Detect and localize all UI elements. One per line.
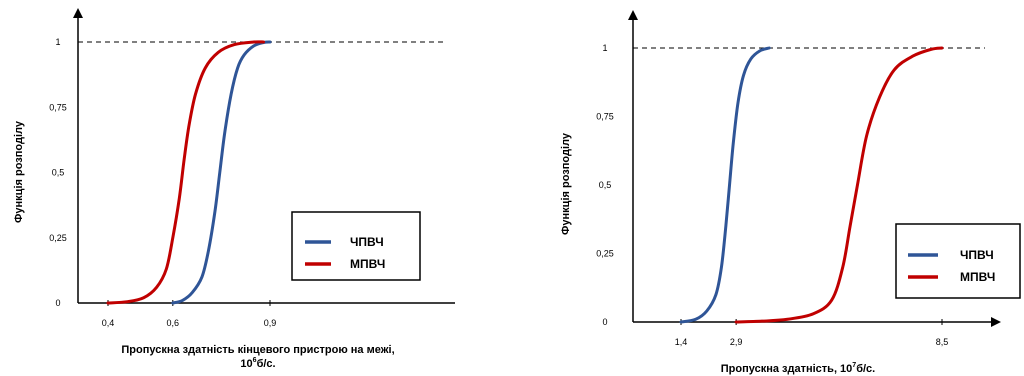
x-axis-arrow — [991, 317, 1001, 327]
legend: ЧПВЧ МПВЧ — [895, 223, 1021, 299]
x-tick-label: 1,4 — [675, 337, 688, 347]
y-tick-label: 0,5 — [52, 168, 65, 178]
x-tick-label: 0,4 — [102, 318, 115, 328]
legend-box — [895, 223, 1021, 299]
x-axis-label-exponent: 6 — [253, 357, 257, 364]
x-axis-label-base: 10 — [240, 358, 252, 370]
legend-box — [291, 211, 421, 281]
y-tick-label: 1 — [602, 43, 607, 53]
x-axis-label: Пропускна здатність, 107б/с. — [721, 362, 875, 375]
chart-left-svg: 0 0,25 0,5 0,75 1 0,4 0,6 0,9 Функція розподіл… — [13, 8, 455, 370]
series-line-chpvch — [679, 46, 771, 324]
x-tick-label: 2,9 — [730, 337, 743, 347]
chart-right-svg: 0 0,25 0,5 0,75 1 1,4 2,9 8,5 Функція розподіл… — [560, 10, 1021, 375]
x-tick-label: 8,5 — [936, 337, 949, 347]
y-tick-label: 0,25 — [49, 233, 67, 243]
x-tick-label: 0,9 — [264, 318, 277, 328]
x-axis-label-exponent: 7 — [852, 362, 856, 369]
y-tick-label: 0,25 — [596, 249, 614, 259]
y-tick-label: 1 — [55, 37, 60, 47]
chart-right: 0 0,25 0,5 0,75 1 1,4 2,9 8,5 Функція розподіл… — [545, 0, 1024, 376]
series-line-mpvch — [734, 46, 944, 324]
x-axis-label-line2: 106б/с. — [240, 357, 275, 370]
y-axis-arrow — [73, 8, 83, 18]
series-line-chpvch — [171, 40, 272, 305]
y-tick-label: 0,75 — [596, 112, 614, 122]
legend-label-chpvch: ЧПВЧ — [960, 248, 994, 262]
y-tick-label: 0,75 — [49, 102, 67, 112]
legend: ЧПВЧ МПВЧ — [291, 211, 421, 281]
x-tick-label: 0,6 — [167, 318, 180, 328]
y-axis-arrow — [628, 10, 638, 20]
legend-label-mpvch: МПВЧ — [960, 270, 995, 284]
x-axis-label-base: Пропускна здатність, 10 — [721, 363, 853, 375]
legend-label-chpvch: ЧПВЧ — [350, 235, 384, 249]
legend-label-mpvch: МПВЧ — [350, 257, 385, 271]
x-axis-label-line1: Пропускна здатність кінцевого пристрою н… — [121, 344, 394, 356]
x-axis-label-unit: б/с. — [257, 358, 276, 370]
y-tick-label: 0,5 — [599, 180, 612, 190]
y-tick-label: 0 — [55, 298, 60, 308]
y-tick-label: 0 — [602, 317, 607, 327]
chart-left: 0 0,25 0,5 0,75 1 0,4 0,6 0,9 Функція розподіл… — [0, 0, 470, 376]
series-line-mpvch — [106, 40, 266, 305]
y-axis-label: Функція розподілу — [560, 132, 572, 235]
x-axis-label-unit: б/с. — [856, 363, 875, 375]
y-axis-label: Функція розподілу — [13, 120, 25, 223]
